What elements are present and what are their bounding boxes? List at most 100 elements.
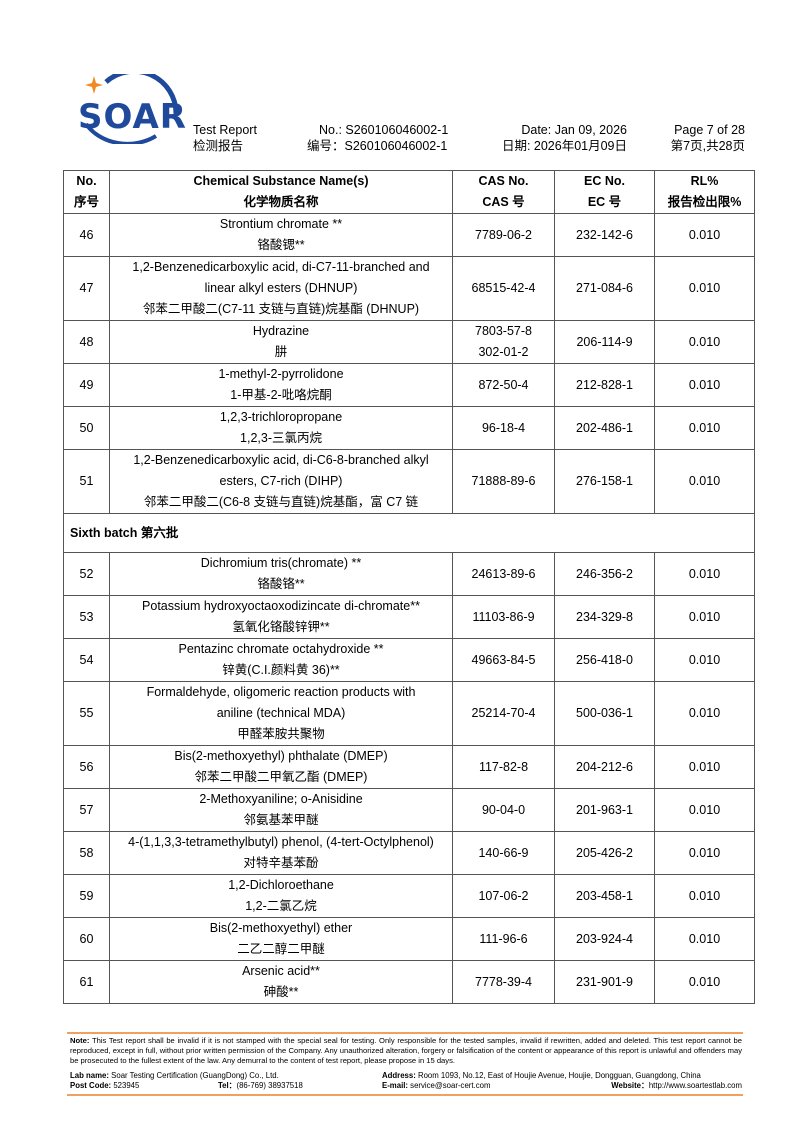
cas-number-line: 872-50-4 bbox=[478, 377, 529, 392]
footer-divider-bottom bbox=[67, 1094, 743, 1096]
substance-name: Bis(2-methoxyethyl) ether 二乙二醇二甲醚 bbox=[109, 917, 453, 961]
reporting-limit: 0.010 bbox=[654, 363, 755, 407]
email: E-mail: service@soar-cert.com bbox=[382, 1081, 491, 1090]
column-header-cn: 化学物质名称 bbox=[243, 195, 319, 209]
substance-name-line: 1,2-Benzenedicarboxylic acid, di-C6-8-br… bbox=[133, 453, 429, 467]
cas-number: 872-50-4 bbox=[452, 363, 555, 407]
ec-number: 204-212-6 bbox=[554, 745, 655, 789]
reporting-limit: 0.010 bbox=[654, 874, 755, 918]
substance-name: 1,2-Benzenedicarboxylic acid, di-C7-11-b… bbox=[109, 256, 453, 321]
page-number: Page 7 of 28 第7页,共28页 bbox=[670, 123, 745, 153]
substance-name-line: 4-(1,1,3,3-tetramethylbutyl) phenol, (4-… bbox=[128, 835, 434, 849]
substance-name-line: 邻苯二甲酸二甲氧乙酯 (DMEP) bbox=[194, 770, 368, 784]
substance-name-line: Hydrazine bbox=[252, 324, 310, 338]
cas-number-line: 24613-89-6 bbox=[471, 566, 536, 581]
cas-number-line: 90-04-0 bbox=[481, 802, 526, 817]
cas-number-line: 71888-89-6 bbox=[471, 474, 536, 488]
reporting-limit: 0.010 bbox=[654, 745, 755, 789]
row-number: 59 bbox=[63, 874, 110, 918]
cas-number: 68515-42-4 bbox=[452, 256, 555, 321]
report-number: No.: S260106046002-1 编号：S260106046002-1 bbox=[307, 123, 449, 153]
column-header-cn: EC 号 bbox=[587, 195, 622, 209]
column-header: RL% 报告检出限% bbox=[654, 170, 755, 214]
substance-name: Arsenic acid** 砷酸** bbox=[109, 960, 453, 1004]
cas-number: 90-04-0 bbox=[452, 788, 555, 832]
reporting-limit: 0.010 bbox=[654, 213, 755, 257]
substance-name-line: aniline (technical MDA) bbox=[216, 706, 346, 720]
substance-name-line: 1,2,3-trichloropropane bbox=[219, 410, 343, 424]
substance-table: No. 序号 Chemical Substance Name(s) 化学物质名称 CAS… bbox=[63, 170, 755, 1004]
cas-number: 49663-84-5 bbox=[452, 638, 555, 682]
substance-name-line: 甲醛苯胺共聚物 bbox=[237, 727, 325, 741]
address: Address: Room 1093, No.12, East of Houji… bbox=[382, 1071, 701, 1080]
cas-number-line: 117-82-8 bbox=[478, 759, 529, 774]
row-number: 60 bbox=[63, 917, 110, 961]
reporting-limit: 0.010 bbox=[654, 256, 755, 321]
substance-name: 1,2-Dichloroethane 1,2-二氯乙烷 bbox=[109, 874, 453, 918]
column-header-en: RL% bbox=[690, 174, 719, 188]
reporting-limit: 0.010 bbox=[654, 320, 755, 364]
cas-number: 7789-06-2 bbox=[452, 213, 555, 257]
reporting-limit: 0.010 bbox=[654, 788, 755, 832]
substance-name: 1-methyl-2-pyrrolidone 1-甲基-2-吡咯烷酮 bbox=[109, 363, 453, 407]
cas-number-line: 302-01-2 bbox=[478, 345, 529, 359]
ec-number: 206-114-9 bbox=[554, 320, 655, 364]
cas-number: 25214-70-4 bbox=[452, 681, 555, 746]
substance-name: Formaldehyde, oligomeric reaction produc… bbox=[109, 681, 453, 746]
ec-number: 500-036-1 bbox=[554, 681, 655, 746]
substance-name: 1,2,3-trichloropropane 1,2,3-三氯丙烷 bbox=[109, 406, 453, 450]
table-row: 49 1-methyl-2-pyrrolidone 1-甲基-2-吡咯烷酮 872-5… bbox=[63, 363, 755, 407]
cas-number: 7803-57-8 302-01-2 bbox=[452, 320, 555, 364]
cas-number: 107-06-2 bbox=[452, 874, 555, 918]
batch-row: Sixth batch 第六批 bbox=[63, 513, 755, 553]
substance-name-line: Strontium chromate ** bbox=[219, 217, 343, 231]
substance-name-line: Bis(2-methoxyethyl) phthalate (DMEP) bbox=[174, 749, 388, 763]
table-row: 47 1,2-Benzenedicarboxylic acid, di-C7-11… bbox=[63, 256, 755, 321]
substance-name-line: Pentazinc chromate octahydroxide ** bbox=[178, 642, 384, 656]
substance-name: 4-(1,1,3,3-tetramethylbutyl) phenol, (4-… bbox=[109, 831, 453, 875]
ec-number: 202-486-1 bbox=[554, 406, 655, 450]
substance-name: Strontium chromate ** 铬酸锶** bbox=[109, 213, 453, 257]
substance-name-line: Dichromium tris(chromate) ** bbox=[200, 556, 362, 570]
reporting-limit: 0.010 bbox=[654, 831, 755, 875]
substance-name-line: 邻氨基苯甲醚 bbox=[243, 813, 319, 827]
row-number: 57 bbox=[63, 788, 110, 832]
ec-number: 271-084-6 bbox=[554, 256, 655, 321]
substance-name-line: Potassium hydroxyoctaoxodizincate di-chr… bbox=[142, 599, 420, 613]
column-header-en: CAS No. bbox=[478, 174, 529, 188]
substance-name-line: 砷酸** bbox=[263, 985, 299, 999]
table-row: 58 4-(1,1,3,3-tetramethylbutyl) phenol, (… bbox=[63, 831, 755, 875]
reporting-limit: 0.010 bbox=[654, 552, 755, 596]
column-header-en: No. bbox=[76, 174, 97, 188]
column-header: Chemical Substance Name(s) 化学物质名称 bbox=[109, 170, 453, 214]
cas-number-line: 111-96-6 bbox=[479, 931, 528, 946]
substance-name-line: 1,2-二氯乙烷 bbox=[245, 899, 317, 913]
row-number: 47 bbox=[63, 256, 110, 321]
row-number: 52 bbox=[63, 552, 110, 596]
cas-number-line: 11103-86-9 bbox=[472, 609, 535, 624]
reporting-limit: 0.010 bbox=[654, 681, 755, 746]
substance-name: Hydrazine 肼 bbox=[109, 320, 453, 364]
column-header: EC No. EC 号 bbox=[554, 170, 655, 214]
table-row: 48 Hydrazine 肼 7803-57-8 302-01-2 206-114-9 0.… bbox=[63, 320, 755, 364]
table-row: 51 1,2-Benzenedicarboxylic acid, di-C6-8-… bbox=[63, 449, 755, 514]
substance-name-line: 氢氧化铬酸锌钾** bbox=[232, 620, 330, 634]
row-number: 55 bbox=[63, 681, 110, 746]
cas-number: 111-96-6 bbox=[452, 917, 555, 961]
footer-divider-top bbox=[67, 1032, 743, 1034]
cas-number: 140-66-9 bbox=[452, 831, 555, 875]
reporting-limit: 0.010 bbox=[654, 960, 755, 1004]
substance-name-line: esters, C7-rich (DIHP) bbox=[219, 474, 343, 488]
cas-number-line: 7789-06-2 bbox=[475, 227, 532, 242]
reporting-limit: 0.010 bbox=[654, 638, 755, 682]
batch-label: Sixth batch 第六批 bbox=[63, 513, 755, 553]
reporting-limit: 0.010 bbox=[654, 917, 755, 961]
column-header: No. 序号 bbox=[63, 170, 110, 214]
ec-number: 232-142-6 bbox=[554, 213, 655, 257]
row-number: 58 bbox=[63, 831, 110, 875]
column-header-cn: 序号 bbox=[73, 195, 99, 209]
ec-number: 231-901-9 bbox=[554, 960, 655, 1004]
table-row: 53 Potassium hydroxyoctaoxodizincate di-c… bbox=[63, 595, 755, 639]
row-number: 48 bbox=[63, 320, 110, 364]
table-row: 56 Bis(2-methoxyethyl) phthalate (DMEP) 邻苯… bbox=[63, 745, 755, 789]
